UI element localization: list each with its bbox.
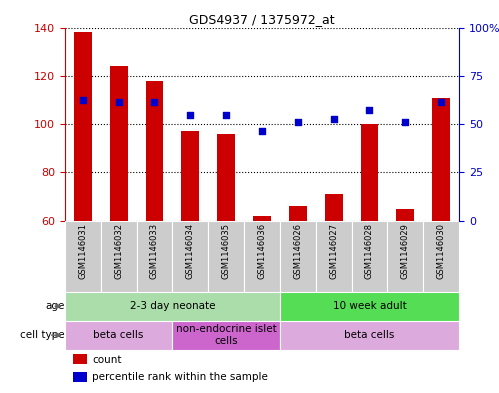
Title: GDS4937 / 1375972_at: GDS4937 / 1375972_at	[189, 13, 335, 26]
Bar	[172, 221, 208, 292]
Bar	[325, 194, 343, 221]
Bar	[146, 81, 164, 221]
Point	[79, 97, 87, 103]
Bar	[280, 292, 459, 321]
Text: GSM1146035: GSM1146035	[222, 223, 231, 279]
Bar	[361, 124, 378, 221]
Point	[330, 116, 338, 123]
Point	[294, 119, 302, 125]
Text: 10 week adult: 10 week adult	[333, 301, 406, 311]
Bar	[244, 221, 280, 292]
Text: age: age	[45, 301, 65, 311]
Bar	[352, 221, 387, 292]
Bar	[110, 66, 128, 221]
Text: GSM1146027: GSM1146027	[329, 223, 338, 279]
Bar	[280, 221, 316, 292]
Point	[401, 119, 409, 125]
Point	[222, 111, 230, 118]
Text: 2-3 day neonate: 2-3 day neonate	[130, 301, 215, 311]
Bar	[423, 221, 459, 292]
Point	[151, 99, 159, 106]
Bar	[432, 97, 450, 221]
Text: count: count	[92, 354, 122, 365]
Bar	[74, 32, 92, 221]
Text: GSM1146029: GSM1146029	[401, 223, 410, 279]
Bar	[208, 221, 244, 292]
Bar	[137, 221, 172, 292]
Bar	[181, 131, 199, 221]
Point	[186, 111, 194, 118]
Text: GSM1146032: GSM1146032	[114, 223, 123, 279]
Text: GSM1146031: GSM1146031	[78, 223, 87, 279]
Bar	[65, 292, 280, 321]
Bar	[73, 372, 86, 382]
Bar	[396, 209, 414, 221]
Text: GSM1146030: GSM1146030	[437, 223, 446, 279]
Text: GSM1146028: GSM1146028	[365, 223, 374, 279]
Text: percentile rank within the sample: percentile rank within the sample	[92, 372, 268, 382]
Text: GSM1146034: GSM1146034	[186, 223, 195, 279]
Bar	[172, 321, 280, 350]
Point	[365, 107, 373, 113]
Text: GSM1146036: GSM1146036	[257, 223, 266, 279]
Text: beta cells: beta cells	[344, 330, 395, 340]
Bar	[65, 221, 101, 292]
Point	[437, 99, 445, 106]
Bar	[101, 221, 137, 292]
Text: cell type: cell type	[20, 330, 65, 340]
Bar	[65, 321, 172, 350]
Bar	[253, 216, 271, 221]
Text: beta cells: beta cells	[93, 330, 144, 340]
Bar	[217, 134, 235, 221]
Bar	[289, 206, 307, 221]
Bar	[280, 321, 459, 350]
Bar	[387, 221, 423, 292]
Bar	[73, 354, 86, 364]
Text: GSM1146033: GSM1146033	[150, 223, 159, 279]
Point	[258, 128, 266, 134]
Bar	[316, 221, 352, 292]
Point	[115, 99, 123, 106]
Text: GSM1146026: GSM1146026	[293, 223, 302, 279]
Text: non-endocrine islet
cells: non-endocrine islet cells	[176, 324, 276, 346]
